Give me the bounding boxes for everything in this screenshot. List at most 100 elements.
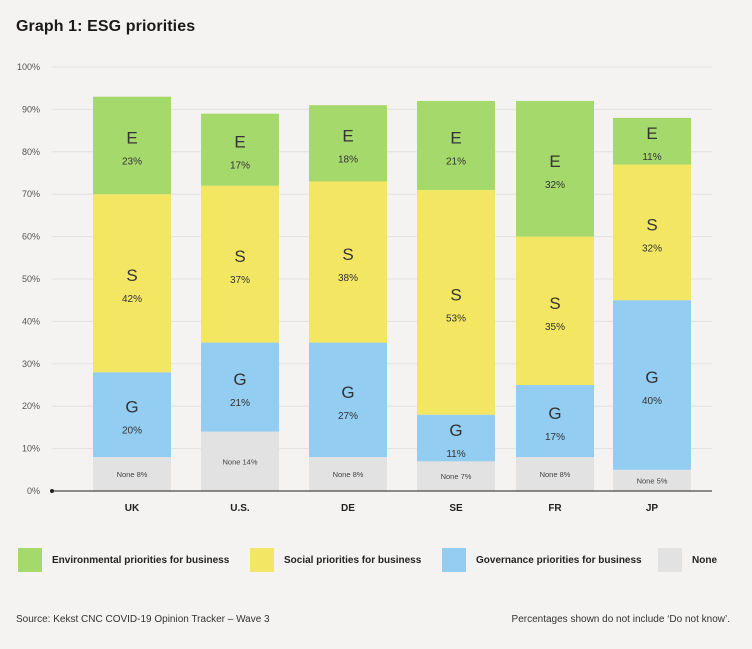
segment-letter-label: E (646, 124, 657, 143)
segment-value-label: None 7% (441, 472, 472, 481)
x-tick-label: JP (646, 503, 659, 514)
segment-letter-label: E (234, 133, 245, 152)
segment-value-label: None 8% (540, 470, 571, 479)
segment-letter-label: G (125, 398, 138, 417)
segment-value-label: 32% (545, 180, 565, 191)
bar-segment-s (417, 189, 495, 415)
segment-letter-label: E (126, 128, 137, 147)
segment-letter-label: E (450, 128, 461, 147)
segment-letter-label: S (342, 245, 353, 264)
legend-item-social: Social priorities for business (250, 547, 421, 573)
legend-item-none: None (658, 547, 717, 573)
bar-segment-s (201, 185, 279, 343)
bar-segment-s (93, 194, 171, 373)
segment-letter-label: S (646, 215, 657, 234)
segment-value-label: 20% (122, 426, 142, 437)
legend-label-none: None (692, 554, 717, 566)
legend-swatch-governance (442, 548, 466, 572)
bar-segment-e (93, 96, 171, 195)
bar-segment-none (93, 457, 171, 491)
bar-segment-e (201, 113, 279, 186)
x-tick-label: DE (341, 503, 355, 514)
bar-segment-g (516, 385, 594, 458)
y-tick-label: 40% (22, 316, 40, 326)
y-tick-label: 10% (22, 444, 40, 454)
legend-swatch-none (658, 548, 682, 572)
x-tick-label: UK (125, 503, 140, 514)
segment-letter-label: S (126, 266, 137, 285)
bar-segment-none (417, 461, 495, 491)
segment-value-label: None 8% (333, 470, 364, 479)
chart-legend: Environmental priorities for business So… (18, 547, 738, 573)
legend-item-governance: Governance priorities for business (442, 547, 642, 573)
stacked-bar-chart: 0% 10% 20% 30% 40% 50% 60% 70% 80% 90% 100% None 8%… (17, 62, 712, 514)
y-tick-label: 60% (22, 232, 40, 242)
bar-segment-e (417, 100, 495, 190)
legend-item-environmental: Environmental priorities for business (18, 547, 229, 573)
bar-segment-g (201, 342, 279, 432)
bar-segment-g (417, 414, 495, 462)
segment-value-label: 23% (122, 156, 142, 167)
segment-letter-label: G (449, 421, 462, 440)
segment-letter-label: S (549, 294, 560, 313)
segment-letter-label: G (233, 370, 246, 389)
y-tick-label: 80% (22, 147, 40, 157)
y-tick-label: 50% (22, 274, 40, 284)
legend-label-governance: Governance priorities for business (476, 554, 642, 566)
segment-value-label: 40% (642, 396, 662, 407)
segment-value-label: 21% (446, 156, 466, 167)
x-tick-label: SE (449, 503, 463, 514)
segment-letter-label: G (548, 404, 561, 423)
bar-segment-none (309, 457, 387, 491)
segment-value-label: 42% (122, 294, 142, 305)
legend-swatch-social (250, 548, 274, 572)
segment-value-label: 35% (545, 322, 565, 333)
bar-segment-e (516, 100, 594, 237)
segment-value-label: None 8% (117, 470, 148, 479)
segment-letter-label: S (234, 247, 245, 266)
x-tick-label: U.S. (230, 503, 250, 514)
bar-segment-e (309, 105, 387, 182)
segment-letter-label: S (450, 285, 461, 304)
segment-value-label: 17% (230, 161, 250, 172)
segment-value-label: None 14% (222, 457, 257, 466)
bar-segment-none (201, 431, 279, 491)
source-note: Source: Kekst CNC COVID-19 Opinion Track… (16, 614, 270, 625)
bar-segment-g (309, 342, 387, 458)
segment-letter-label: E (342, 126, 353, 145)
bar-segment-none (613, 469, 691, 491)
segment-value-label: 27% (338, 411, 358, 422)
x-tick-label: FR (548, 503, 562, 514)
segment-value-label: 32% (642, 243, 662, 254)
y-tick-label: 70% (22, 189, 40, 199)
legend-label-social: Social priorities for business (284, 554, 422, 566)
segment-letter-label: G (645, 368, 658, 387)
segment-value-label: 18% (338, 154, 358, 165)
bar-segment-s (613, 164, 691, 301)
segment-value-label: 38% (338, 273, 358, 284)
chart-title: Graph 1: ESG priorities (16, 18, 196, 35)
bar-segment-none (516, 457, 594, 491)
bar-segment-e (613, 117, 691, 165)
segment-value-label: 37% (230, 275, 250, 286)
segment-value-label: 11% (642, 152, 661, 163)
segment-letter-label: G (341, 383, 354, 402)
legend-label-environmental: Environmental priorities for business (52, 554, 230, 566)
legend-swatch-environmental (18, 548, 42, 572)
bar-segment-g (93, 372, 171, 458)
segment-value-label: 21% (230, 398, 250, 409)
segment-letter-label: E (549, 152, 560, 171)
y-tick-label: 20% (22, 401, 40, 411)
y-tick-label: 100% (17, 62, 40, 72)
segment-value-label: None 5% (637, 476, 668, 485)
bar-segment-g (613, 300, 691, 470)
y-tick-label: 30% (22, 359, 40, 369)
y-tick-label: 90% (22, 104, 40, 114)
bar-segment-s (309, 181, 387, 343)
segment-value-label: 53% (446, 313, 466, 324)
segment-value-label: 11% (446, 449, 465, 460)
x-axis-origin-dot (50, 489, 54, 493)
percentages-note: Percentages shown do not include ‘Do not… (511, 614, 730, 625)
segment-value-label: 17% (545, 432, 565, 443)
bar-segment-s (516, 236, 594, 385)
